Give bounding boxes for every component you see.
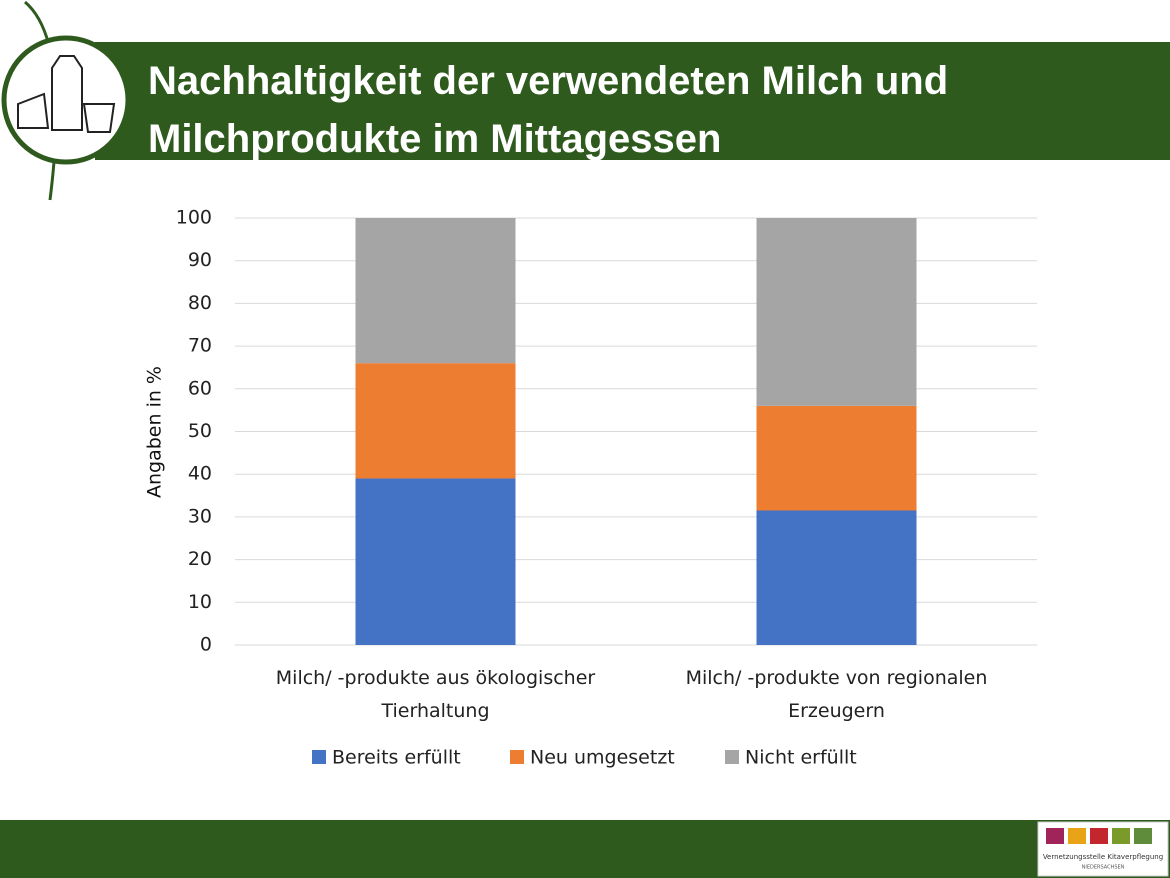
y-tick-label: 0: [200, 634, 212, 656]
legend-label: Bereits erfüllt: [332, 747, 461, 769]
y-tick-label: 40: [188, 463, 212, 485]
y-tick-label: 100: [176, 207, 212, 229]
logo-text: Vernetzungsstelle Kitaverpflegung: [1043, 853, 1163, 861]
header-band: [95, 42, 1170, 160]
x-tick-label: Milch/ -produkte von regionalen Erzeuger…: [685, 667, 988, 722]
bar-segment: [756, 218, 917, 406]
dairy-icon: [17, 55, 116, 133]
y-axis-label: Angaben in %: [144, 366, 166, 498]
y-tick-label: 60: [188, 377, 212, 399]
bar-segment: [756, 510, 917, 645]
bar-segment: [756, 405, 917, 511]
legend-label: Neu umgesetzt: [530, 747, 675, 769]
footer-band: [0, 820, 1170, 878]
logo-icons: [1046, 828, 1152, 844]
y-tick-label: 90: [188, 249, 212, 271]
y-tick-label: 50: [188, 420, 212, 442]
bar-segment: [355, 363, 516, 479]
y-tick-label: 20: [188, 548, 212, 570]
y-tick-label: 30: [188, 505, 212, 527]
legend-label: Nicht erfüllt: [745, 747, 857, 769]
bar-segment: [355, 218, 516, 364]
legend-swatch: [510, 750, 524, 764]
y-tick-label: 70: [188, 335, 212, 357]
legend-swatch: [312, 750, 326, 764]
y-tick-label: 80: [188, 292, 212, 314]
bar-segment: [355, 478, 516, 645]
x-tick-label: Milch/ -produkte aus ökologischer Tierha…: [275, 667, 596, 722]
legend-swatch: [725, 750, 739, 764]
y-tick-label: 10: [188, 591, 212, 613]
slide-title: Nachhaltigkeit der verwendeten Milch und…: [148, 59, 949, 161]
logo-text: NIEDERSACHSEN: [1082, 865, 1125, 871]
